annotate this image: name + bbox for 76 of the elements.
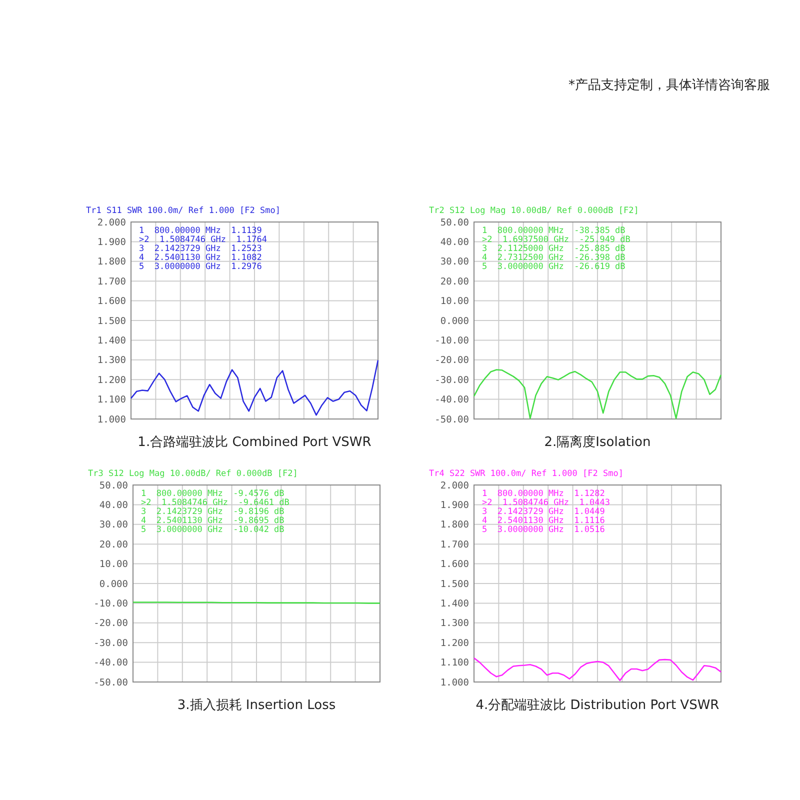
y-tick-label: 2.000 xyxy=(440,480,470,492)
chart-title: Tr1 S11 SWR 100.0m/ Ref 1.000 [F2 Smo] xyxy=(86,206,280,216)
y-tick-label: -50.00 xyxy=(94,677,128,688)
annotation: 5 3.0000000 GHz 1.0516 xyxy=(482,525,605,535)
y-tick-label: 1.000 xyxy=(97,414,126,426)
x-axis-title: 4.分配端驻波比 Distribution Port VSWR xyxy=(476,698,720,713)
y-tick-label: 1.200 xyxy=(440,638,470,649)
y-tick-label: -10.00 xyxy=(94,598,128,610)
y-tick-label: 1.300 xyxy=(97,355,126,366)
line-series xyxy=(130,360,379,416)
annotation: 1 800.00000 MHz -9.4576 dB xyxy=(141,489,284,499)
y-tick-label: 1.500 xyxy=(440,578,470,590)
y-tick-label: 1.700 xyxy=(440,539,470,550)
y-tick-label: 1.800 xyxy=(440,520,470,531)
y-tick-label: 1.600 xyxy=(97,296,126,308)
y-tick-label: -40.00 xyxy=(94,658,128,669)
annotation: 4 2.5401130 GHz 1.1116 xyxy=(482,516,605,526)
line-series xyxy=(473,369,722,420)
annotation: >2 1.5084746 GHz 1.1764 xyxy=(139,235,267,245)
annotation: 5 3.0000000 GHz -10.042 dB xyxy=(141,525,284,535)
y-tick-label: 1.400 xyxy=(97,336,126,347)
y-tick-label: -30.00 xyxy=(434,374,470,386)
y-tick-label: 1.900 xyxy=(440,500,470,512)
y-tick-label: 10.00 xyxy=(440,296,470,308)
y-tick-label: 10.00 xyxy=(99,559,128,570)
y-tick-label: -50.00 xyxy=(434,414,470,426)
annotation: 3 2.1423729 GHz 1.0449 xyxy=(482,507,605,517)
y-tick-label: -30.00 xyxy=(94,638,128,649)
x-axis-title: 1.合路端驻波比 Combined Port VSWR xyxy=(138,435,372,450)
y-tick-label: 20.00 xyxy=(440,276,470,288)
y-tick-label: 2.000 xyxy=(97,217,126,228)
y-tick-label: 50.00 xyxy=(99,480,128,492)
annotation: 4 2.7312500 GHz -26.398 dB xyxy=(482,253,626,263)
text: *产品支持定制，具体详情咨询客服 xyxy=(568,77,770,93)
annotation: 5 3.0000000 GHz -26.619 dB xyxy=(482,262,626,272)
y-tick-label: 1.300 xyxy=(440,618,470,630)
y-tick-label: -20.00 xyxy=(94,618,128,630)
annotation: 3 2.1125000 GHz -25.885 dB xyxy=(482,244,626,254)
y-tick-label: 1.700 xyxy=(97,276,126,288)
y-tick-label: -10.00 xyxy=(434,336,470,347)
annotation: >2 1.5084746 GHz 1.0443 xyxy=(482,498,610,508)
y-tick-label: 30.00 xyxy=(440,256,470,268)
y-tick-label: 40.00 xyxy=(440,237,470,248)
y-tick-label: 30.00 xyxy=(99,520,128,531)
annotation: 1 800.00000 MHz 1.1139 xyxy=(139,226,262,236)
annotation: 5 3.0000000 GHz 1.2976 xyxy=(139,262,262,272)
y-tick-label: 1.000 xyxy=(440,677,470,688)
y-tick-label: 0.000 xyxy=(99,578,128,590)
x-axis-title: 2.隔离度Isolation xyxy=(544,434,651,450)
y-tick-label: -40.00 xyxy=(434,394,470,406)
y-tick-label: 1.900 xyxy=(97,237,126,248)
y-tick-label: 1.800 xyxy=(97,256,126,268)
chart-title: Tr2 S12 Log Mag 10.00dB/ Ref 0.000dB [F2] xyxy=(429,206,639,216)
y-tick-label: 1.100 xyxy=(440,658,470,669)
y-tick-label: 50.00 xyxy=(440,217,470,228)
y-tick-label: 20.00 xyxy=(99,539,128,550)
x-axis-title: 3.插入损耗 Insertion Loss xyxy=(177,698,336,713)
y-tick-label: 1.500 xyxy=(97,316,126,327)
annotation: 1 800.00000 MHz -38.385 dB xyxy=(482,226,626,236)
annotation: 3 2.1423729 GHz 1.2523 xyxy=(139,244,262,254)
y-tick-label: 1.100 xyxy=(97,394,126,406)
y-tick-label: 0.000 xyxy=(440,316,470,327)
annotation: 4 2.5401130 GHz -9.8695 dB xyxy=(141,516,284,526)
y-tick-label: 1.400 xyxy=(440,598,470,610)
annotation: >2 1.6937500 GHz -25.949 dB xyxy=(482,235,630,245)
annotation: 1 800.00000 MHz 1.1282 xyxy=(482,489,605,499)
y-tick-label: 40.00 xyxy=(99,500,128,512)
annotation: >2 1.5084746 GHz -9.6461 dB xyxy=(141,498,290,508)
line-series xyxy=(473,657,722,682)
annotation: 3 2.1423729 GHz -9.8196 dB xyxy=(141,507,284,517)
chart-title: Tr4 S22 SWR 100.0m/ Ref 1.000 [F2 Smo] xyxy=(429,469,624,479)
y-tick-label: 1.600 xyxy=(440,559,470,570)
y-tick-label: -20.00 xyxy=(434,355,470,366)
chart-title: Tr3 S12 Log Mag 10.00dB/ Ref 0.000dB [F2] xyxy=(88,469,298,479)
y-tick-label: 1.200 xyxy=(97,374,126,386)
annotation: 4 2.5401130 GHz 1.1082 xyxy=(139,253,262,263)
